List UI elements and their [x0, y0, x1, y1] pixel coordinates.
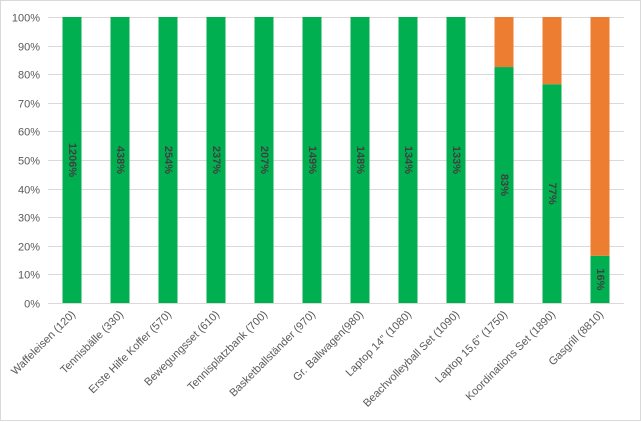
- gridlines: [48, 17, 624, 304]
- y-tick-label: 90%: [18, 42, 40, 54]
- data-label: 77%: [546, 183, 558, 205]
- x-category-label: Tennisplatzbank (700): [186, 309, 271, 394]
- bar-segment-green: [590, 255, 610, 303]
- bar-segment-green: [110, 17, 130, 303]
- y-tick-label: 50%: [18, 156, 40, 168]
- x-axis-category-labels: Waffeleisen (120)Tennisbälle (330)Erste …: [9, 309, 606, 410]
- y-tick-label: 40%: [18, 185, 40, 197]
- bar-segment-green: [542, 84, 562, 304]
- data-label: 1206%: [66, 143, 78, 177]
- bars: [62, 17, 610, 304]
- y-tick-label: 20%: [18, 242, 40, 254]
- x-category-label: Basketballständer (970): [227, 309, 318, 400]
- data-label: 134%: [402, 146, 414, 174]
- data-label: 149%: [306, 146, 318, 174]
- bar-segment-green: [302, 17, 322, 303]
- data-label: 148%: [354, 146, 366, 174]
- bar-segment-orange: [494, 17, 514, 68]
- data-label: 133%: [450, 146, 462, 174]
- y-tick-label: 10%: [18, 270, 40, 282]
- y-tick-label: 70%: [18, 99, 40, 111]
- y-tick-label: 80%: [18, 70, 40, 82]
- x-category-label: Erste Hilfe Koffer (570): [87, 309, 174, 396]
- bar-segment-orange: [590, 17, 610, 256]
- bar-segment-green: [446, 17, 466, 303]
- bar-segment-orange: [542, 17, 562, 85]
- data-label: 16%: [594, 268, 606, 290]
- x-category-label: Koordinations Set (1890): [464, 309, 559, 404]
- data-label: 254%: [162, 146, 174, 174]
- bar-segment-green: [158, 17, 178, 303]
- data-label: 237%: [210, 146, 222, 174]
- y-axis-tick-labels: 0% 10% 20% 30% 40% 50% 60% 70% 80% 90% 100%: [12, 13, 40, 311]
- x-category-label: Beachvolleyball Set (1090): [361, 309, 462, 410]
- bar-segment-green: [254, 17, 274, 303]
- data-label: 207%: [258, 146, 270, 174]
- data-label: 438%: [114, 146, 126, 174]
- bar-segment-green: [350, 17, 370, 303]
- bar-segment-green: [206, 17, 226, 303]
- y-tick-label: 30%: [18, 213, 40, 225]
- bar-segment-green: [62, 17, 82, 303]
- bar-segment-green: [494, 67, 514, 303]
- data-labels: 1206% 438% 254% 237% 207% 149% 148% 134% 133% 83%…: [66, 143, 606, 291]
- y-tick-label: 100%: [12, 13, 40, 25]
- bar-segment-green: [398, 17, 418, 303]
- y-tick-label: 0%: [24, 299, 40, 311]
- y-tick-label: 60%: [18, 127, 40, 139]
- data-label: 83%: [498, 174, 510, 196]
